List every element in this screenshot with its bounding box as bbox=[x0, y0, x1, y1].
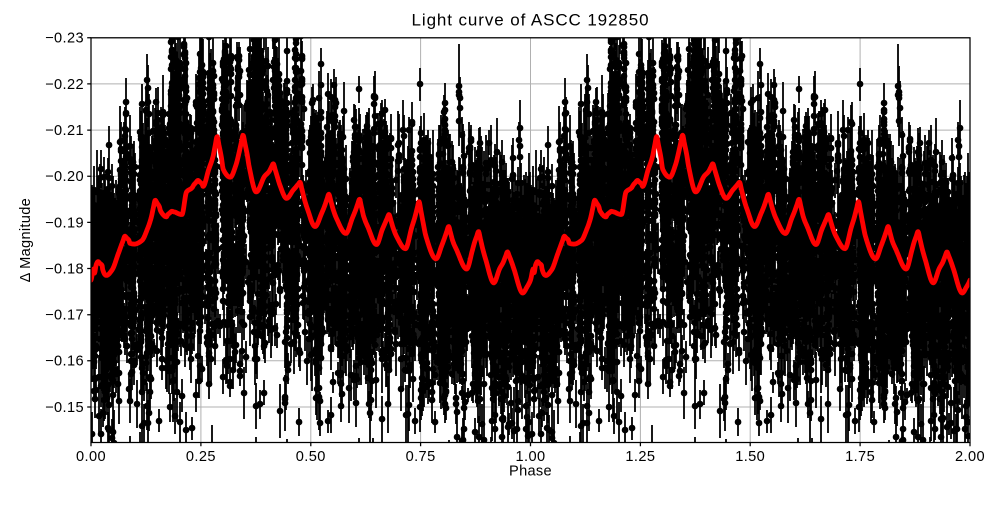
svg-text:Phase: Phase bbox=[509, 464, 552, 480]
svg-text:Light curve of ASCC 192850: Light curve of ASCC 192850 bbox=[412, 11, 650, 30]
svg-text:−0.19: −0.19 bbox=[45, 215, 84, 231]
svg-text:−0.23: −0.23 bbox=[45, 31, 84, 47]
svg-text:−0.15: −0.15 bbox=[45, 400, 84, 416]
svg-text:1.75: 1.75 bbox=[845, 449, 875, 465]
svg-text:−0.20: −0.20 bbox=[45, 169, 84, 185]
svg-text:1.50: 1.50 bbox=[735, 449, 765, 465]
svg-text:0.50: 0.50 bbox=[296, 449, 326, 465]
svg-text:−0.18: −0.18 bbox=[45, 261, 84, 277]
svg-text:1.25: 1.25 bbox=[625, 449, 655, 465]
svg-text:2.00: 2.00 bbox=[955, 449, 985, 465]
svg-text:Δ Magnitude: Δ Magnitude bbox=[18, 198, 34, 282]
svg-text:−0.17: −0.17 bbox=[45, 308, 84, 324]
svg-text:1.00: 1.00 bbox=[515, 449, 545, 465]
svg-text:0.75: 0.75 bbox=[406, 449, 436, 465]
svg-text:−0.16: −0.16 bbox=[45, 354, 84, 370]
svg-text:0.25: 0.25 bbox=[186, 449, 216, 465]
svg-text:−0.21: −0.21 bbox=[45, 123, 84, 139]
svg-text:0.00: 0.00 bbox=[76, 449, 106, 465]
svg-text:−0.22: −0.22 bbox=[45, 77, 84, 93]
